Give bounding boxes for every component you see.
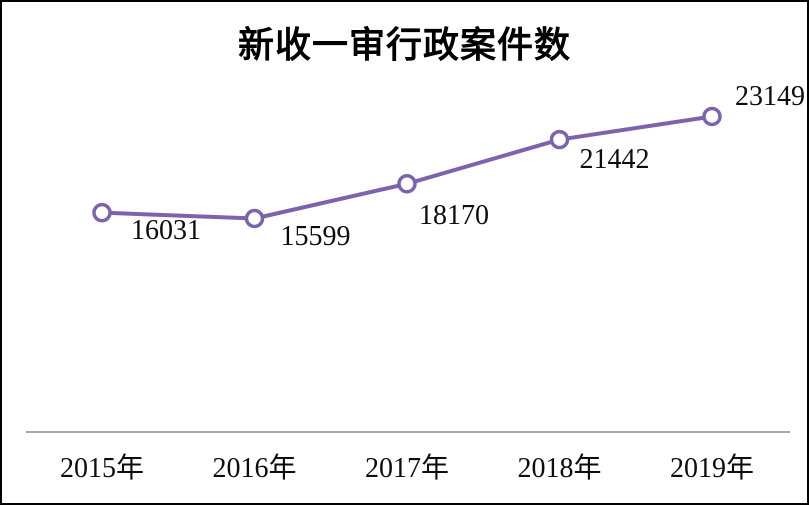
- data-label: 15599: [280, 220, 351, 252]
- data-point-marker: [702, 106, 722, 127]
- x-axis-label: 2018年: [517, 453, 602, 484]
- x-axis-label: 2016年: [212, 453, 297, 484]
- data-label: 23149: [735, 80, 805, 112]
- data-point-marker: [92, 202, 112, 223]
- data-point-marker: [244, 208, 265, 229]
- x-axis-label: 2017年: [364, 453, 450, 484]
- x-axis-label: 2019年: [669, 453, 755, 484]
- data-label: 16031: [131, 214, 201, 246]
- data-label: 18170: [419, 199, 489, 231]
- data-label: 21442: [579, 143, 650, 175]
- data-point-marker: [397, 174, 417, 194]
- data-point-marker: [549, 129, 570, 150]
- x-axis-label: 2015年: [59, 453, 145, 484]
- chart-title: 新收一审行政案件数: [237, 24, 571, 65]
